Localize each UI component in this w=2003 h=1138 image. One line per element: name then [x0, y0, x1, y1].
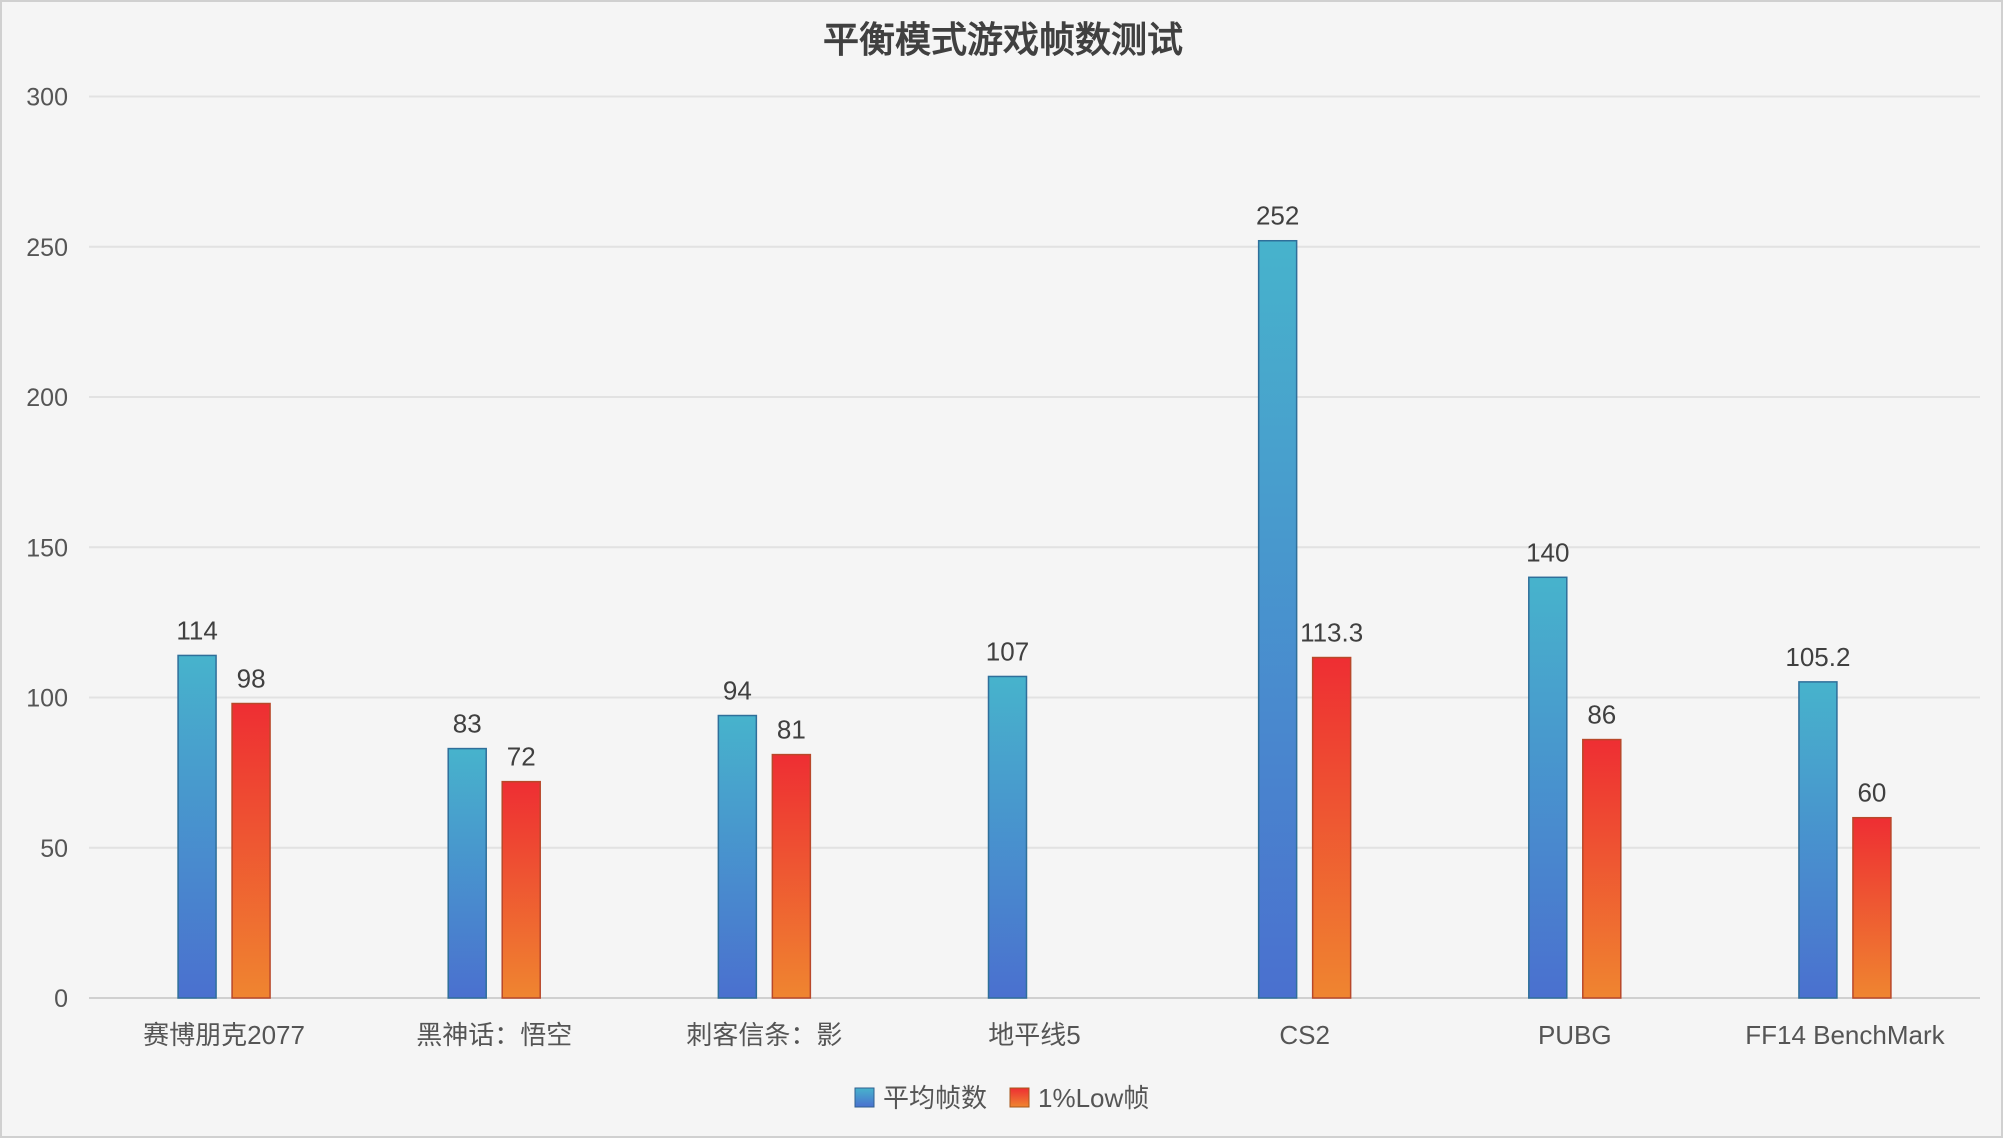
y-tick-label: 300 [26, 84, 68, 112]
data-label: 114 [176, 615, 217, 645]
chart-title: 平衡模式游戏帧数测试 [823, 19, 1183, 60]
data-label: 86 [1587, 700, 1616, 730]
bar-avg [177, 654, 217, 999]
bar-avg [717, 714, 758, 999]
y-tick-label: 50 [40, 835, 68, 863]
data-label: 140 [1526, 537, 1569, 567]
x-tick-label: FF14 BenchMark [1745, 1020, 1945, 1050]
bar-low [501, 780, 541, 999]
bar-avg [447, 747, 487, 999]
bar-avg [1798, 681, 1838, 999]
bar-low [231, 702, 271, 999]
bar-avg [1257, 239, 1298, 999]
bar-low [1582, 738, 1622, 999]
data-label: 105.2 [1785, 642, 1850, 672]
data-label: 83 [453, 709, 482, 739]
bar-avg [987, 675, 1028, 999]
data-label: 81 [777, 715, 806, 745]
y-tick-label: 200 [26, 384, 68, 412]
y-tick-label: 150 [26, 534, 68, 562]
bar-low [1852, 816, 1892, 999]
x-tick-label: PUBG [1538, 1020, 1612, 1050]
data-label: 252 [1256, 201, 1299, 231]
data-label: 98 [237, 664, 266, 694]
data-label: 60 [1857, 778, 1886, 808]
x-tick-label: CS2 [1279, 1020, 1330, 1050]
bar-avg [1528, 576, 1568, 999]
legend: 平均帧数 1%Low帧 [854, 1083, 1149, 1113]
legend-swatch-avg [854, 1087, 875, 1108]
legend-label-avg: 平均帧数 [883, 1083, 987, 1113]
legend-swatch-low [1009, 1087, 1030, 1108]
y-tick-label: 100 [26, 685, 68, 713]
data-label: 113.3 [1300, 618, 1363, 648]
data-label: 107 [986, 636, 1029, 666]
data-label: 94 [723, 676, 752, 706]
data-label: 72 [507, 742, 536, 772]
y-tick-label: 250 [26, 234, 68, 262]
legend-label-low: 1%Low帧 [1038, 1083, 1149, 1113]
x-tick-label: 黑神话：悟空 [416, 1020, 572, 1050]
x-tick-label: 赛博朋克2077 [143, 1020, 305, 1050]
x-tick-label: 刺客信条：影 [686, 1020, 842, 1050]
x-tick-label: 地平线5 [988, 1020, 1080, 1050]
bar-low [771, 753, 812, 999]
bar-low [1311, 656, 1352, 999]
y-tick-label: 0 [54, 985, 68, 1013]
